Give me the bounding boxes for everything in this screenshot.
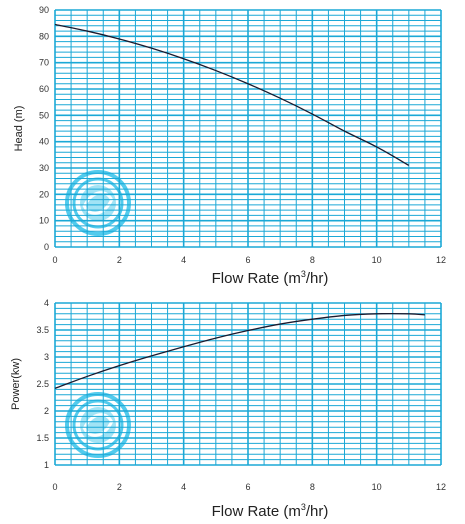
y-tick-label: 70 (39, 58, 49, 68)
x-tick-label: 6 (245, 482, 250, 492)
chart-2: 0 2 4 6 8 10 12 1 1.5 2 2.5 3 3.5 4 Power(kw) Flow Rate… (10, 298, 446, 520)
x-tick-label: 8 (310, 255, 315, 265)
y-tick-label: 1 (44, 460, 49, 470)
x-tick-label: 6 (245, 255, 250, 265)
x-tick-label: 2 (117, 482, 122, 492)
y-tick-label: 3.5 (36, 325, 49, 335)
x-axis-label: Flow Rate (m3/hr) (212, 502, 329, 520)
y-tick-label: 20 (39, 189, 49, 199)
chart-1: 0 2 4 6 8 10 12 0 10 20 30 40 50 60 70 80 90 Head (m) Flow… (13, 5, 446, 287)
x-tick-label: 2 (117, 255, 122, 265)
y-tick-label: 40 (39, 137, 49, 147)
x-tick-label: 10 (372, 482, 382, 492)
x-tick-label: 8 (310, 482, 315, 492)
y-tick-label: 3 (44, 352, 49, 362)
grid (54, 302, 442, 466)
y-tick-label: 2.5 (36, 379, 49, 389)
x-tick-label: 10 (372, 255, 382, 265)
y-tick-label: 1.5 (36, 433, 49, 443)
y-tick-label: 80 (39, 31, 49, 41)
y-axis-label: Power(kw) (10, 358, 22, 410)
x-tick-label: 4 (181, 482, 186, 492)
y-tick-label: 30 (39, 163, 49, 173)
y-tick-label: 50 (39, 110, 49, 120)
x-axis-label: Flow Rate (m3/hr) (212, 269, 329, 287)
grid (54, 9, 442, 248)
y-tick-label: 4 (44, 298, 49, 308)
x-tick-label: 0 (52, 482, 57, 492)
y-tick-label: 90 (39, 5, 49, 15)
series-line (54, 312, 425, 389)
y-tick-label: 10 (39, 216, 49, 226)
y-tick-label: 0 (44, 242, 49, 252)
series-line (54, 23, 410, 166)
x-tick-label: 12 (436, 482, 446, 492)
y-tick-label: 60 (39, 84, 49, 94)
x-tick-label: 0 (52, 255, 57, 265)
y-tick-label: 2 (44, 406, 49, 416)
x-tick-label: 4 (181, 255, 186, 265)
x-tick-label: 12 (436, 255, 446, 265)
y-axis-label: Head (m) (13, 106, 25, 152)
